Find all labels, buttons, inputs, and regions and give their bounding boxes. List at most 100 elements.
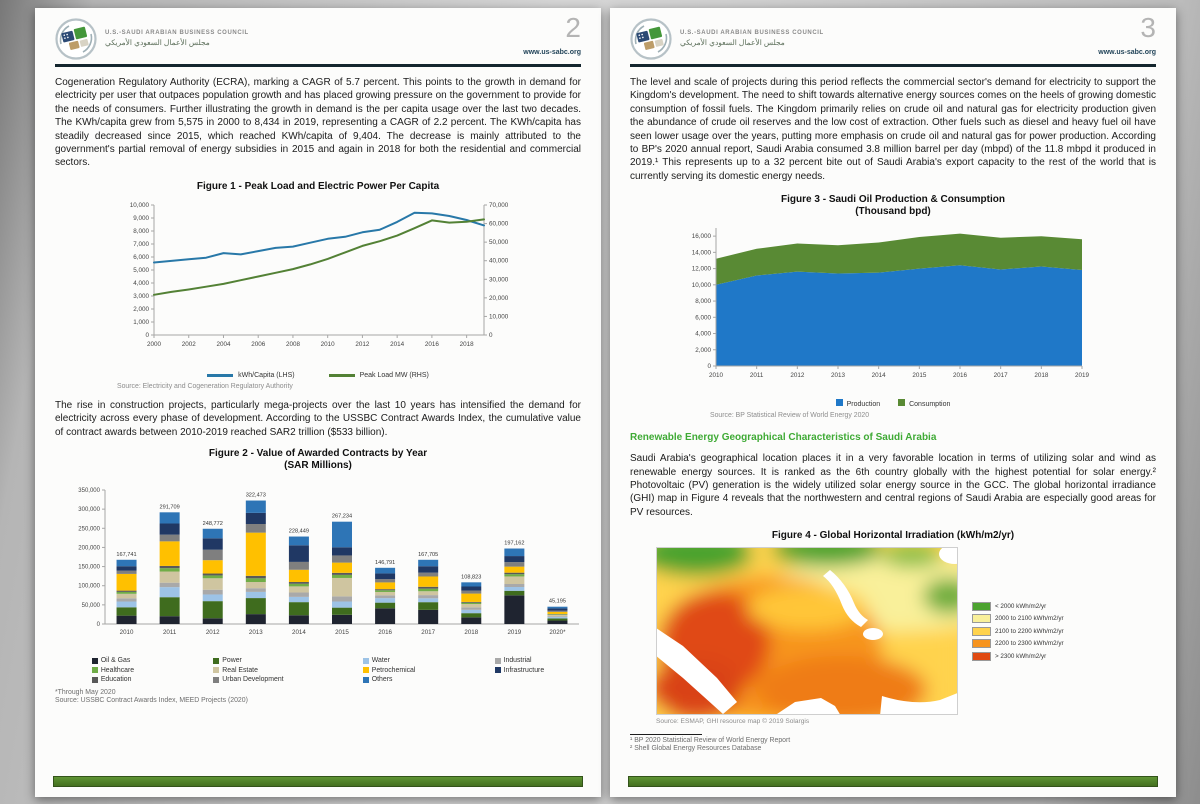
svg-text:9,000: 9,000 — [133, 215, 149, 222]
legend-item: Water — [362, 657, 416, 664]
svg-text:2018: 2018 — [1034, 372, 1049, 379]
svg-text:70,000: 70,000 — [489, 202, 509, 209]
svg-text:200,000: 200,000 — [78, 545, 100, 551]
legend-item: 2200 to 2300 kWh/m2/yr — [972, 639, 1064, 649]
figure4-map-block: < 2000 kWh/m2/yr 2000 to 2100 kWh/m2/yr 21… — [656, 547, 1156, 716]
legend-item: Oil & Gas — [91, 657, 134, 664]
svg-text:3,000: 3,000 — [133, 293, 149, 300]
svg-text:2006: 2006 — [251, 341, 266, 348]
legend-item: Healthcare — [91, 667, 134, 674]
svg-text:0: 0 — [97, 622, 101, 628]
legend-swatch — [972, 614, 991, 624]
legend-swatch — [91, 676, 98, 683]
figure2-source: Source: USSBC Contract Awards Index, MEE… — [55, 697, 248, 705]
footnote-1: ¹ BP 2020 Statistical Review of World En… — [630, 737, 791, 745]
legend-swatch — [91, 667, 98, 674]
svg-text:6,000: 6,000 — [133, 254, 149, 261]
svg-text:10,000: 10,000 — [692, 282, 712, 289]
legend-swatch — [213, 667, 220, 674]
legend-item: < 2000 kWh/m2/yr — [972, 601, 1064, 611]
svg-text:167,741: 167,741 — [116, 552, 136, 558]
legend-swatch — [213, 657, 220, 664]
svg-text:2018: 2018 — [460, 341, 475, 348]
svg-text:50,000: 50,000 — [82, 603, 101, 609]
legend-item: Peak Load MW (RHS) — [328, 372, 429, 379]
svg-text:0: 0 — [707, 363, 711, 370]
header-rule — [630, 64, 1156, 67]
legend-item: Urban Development — [213, 676, 284, 683]
figure1-title: Figure 1 - Peak Load and Electric Power … — [196, 180, 440, 192]
svg-text:2014: 2014 — [292, 629, 306, 636]
body-paragraph: Saudi Arabia's geographical location pla… — [630, 453, 1156, 518]
section-heading: Renewable Energy Geographical Characteri… — [630, 432, 937, 444]
svg-text:2013: 2013 — [831, 372, 846, 379]
body-paragraph: Cogeneration Regulatory Authority (ECRA)… — [55, 77, 581, 169]
legend-item: 2100 to 2200 kWh/m2/yr — [972, 626, 1064, 636]
legend-item: Industrial — [494, 657, 545, 664]
svg-text:2015: 2015 — [335, 629, 349, 636]
svg-text:6,000: 6,000 — [695, 315, 711, 322]
figure3-legend: Production Consumption — [630, 399, 1156, 408]
figure3-area-chart: 0 2,000 4,000 6,000 8,000 10,000 12,000 14,000 1… — [692, 228, 1089, 379]
ussabc-logo — [630, 18, 672, 60]
body-paragraph: The level and scale of projects during t… — [630, 77, 1156, 182]
svg-text:30,000: 30,000 — [489, 276, 509, 283]
svg-text:2,000: 2,000 — [133, 306, 149, 313]
svg-text:2019: 2019 — [507, 629, 521, 636]
website-url: www.us-sabc.org — [1098, 49, 1156, 56]
org-name: U.S.-SAUDI ARABIAN BUSINESS COUNCIL مجلس… — [680, 28, 824, 48]
svg-text:50,000: 50,000 — [489, 239, 509, 246]
svg-text:14,000: 14,000 — [692, 250, 712, 257]
legend-item: Infrastructure — [494, 667, 544, 674]
svg-text:267,234: 267,234 — [332, 514, 352, 520]
svg-text:350,000: 350,000 — [78, 488, 100, 494]
svg-text:2018: 2018 — [464, 629, 478, 636]
svg-text:2012: 2012 — [790, 372, 805, 379]
legend-item: Others — [362, 676, 416, 683]
figure3-source: Source: BP Statistical Review of World E… — [710, 412, 870, 420]
svg-text:300,000: 300,000 — [78, 507, 100, 513]
svg-text:1,000: 1,000 — [133, 319, 149, 326]
svg-text:146,791: 146,791 — [375, 560, 395, 566]
legend-swatch — [91, 657, 98, 664]
body-paragraph: The rise in construction projects, parti… — [55, 399, 581, 438]
figure4-source: Source: ESMAP, GHI resource map © 2019 S… — [656, 718, 810, 726]
page-3: U.S.-SAUDI ARABIAN BUSINESS COUNCIL مجلس… — [610, 8, 1176, 797]
page-header: U.S.-SAUDI ARABIAN BUSINESS COUNCIL مجلس… — [630, 12, 1156, 64]
svg-text:167,705: 167,705 — [418, 552, 438, 558]
svg-text:5,000: 5,000 — [133, 267, 149, 274]
svg-text:2016: 2016 — [425, 341, 440, 348]
figure2-footnote: *Through May 2020 — [55, 689, 116, 697]
svg-text:2015: 2015 — [912, 372, 927, 379]
figure2-chart: 0 50,000 100,000 150,000 200,000 250,000 300,0… — [55, 474, 581, 683]
svg-text:2020*: 2020* — [549, 629, 566, 636]
svg-text:291,709: 291,709 — [160, 504, 180, 510]
footnote-divider — [630, 734, 702, 736]
svg-text:45,195: 45,195 — [549, 599, 566, 605]
legend-swatch — [362, 657, 369, 664]
legend-item: kWh/Capita (LHS) — [207, 372, 295, 379]
legend-item: > 2300 kWh/m2/yr — [972, 651, 1064, 661]
svg-text:2010: 2010 — [709, 372, 724, 379]
svg-text:0: 0 — [145, 332, 149, 339]
figure2-title: Figure 2 - Value of Awarded Contracts by… — [208, 448, 428, 460]
svg-text:2012: 2012 — [206, 629, 220, 636]
page-header: U.S.-SAUDI ARABIAN BUSINESS COUNCIL مجلس… — [55, 12, 581, 64]
page-2: U.S.-SAUDI ARABIAN BUSINESS COUNCIL مجلس… — [35, 8, 601, 797]
figure4-legend: < 2000 kWh/m2/yr 2000 to 2100 kWh/m2/yr 21… — [972, 601, 1064, 661]
svg-text:2002: 2002 — [182, 341, 197, 348]
svg-text:2016: 2016 — [378, 629, 392, 636]
figure2-subtitle: (SAR Millions) — [284, 460, 352, 472]
org-name-english: U.S.-SAUDI ARABIAN BUSINESS COUNCIL — [105, 30, 249, 36]
svg-text:2,000: 2,000 — [695, 347, 711, 354]
svg-text:2011: 2011 — [163, 629, 177, 636]
svg-text:12,000: 12,000 — [692, 266, 712, 273]
svg-text:2010: 2010 — [120, 629, 134, 636]
figure1-chart: 0 1,000 2,000 3,000 4,000 5,000 6,000 7,000 8,00… — [55, 195, 581, 390]
svg-text:10,000: 10,000 — [489, 313, 509, 320]
svg-text:2016: 2016 — [953, 372, 968, 379]
svg-text:4,000: 4,000 — [695, 331, 711, 338]
legend-item: Consumption — [898, 399, 950, 408]
legend-swatch — [213, 676, 220, 683]
